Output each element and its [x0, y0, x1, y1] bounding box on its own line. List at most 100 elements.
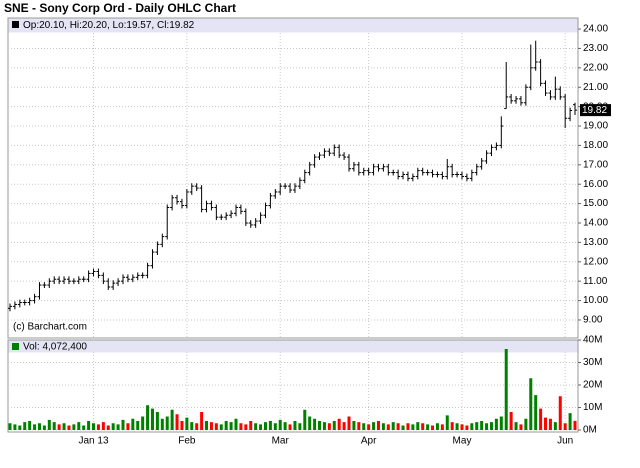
- volume-bar: [426, 424, 430, 430]
- volume-bar: [396, 423, 400, 430]
- volume-bar: [524, 418, 528, 430]
- volume-bar: [504, 349, 508, 430]
- volume-bar: [534, 395, 538, 430]
- y-tick-label: 10.00: [583, 295, 608, 306]
- volume-bar: [372, 422, 376, 430]
- volume-bar: [391, 422, 395, 430]
- legend-icon: [12, 343, 19, 350]
- x-tick-label: Jan 13: [79, 436, 109, 447]
- volume-bar: [160, 418, 164, 430]
- volume-bar: [28, 421, 32, 430]
- volume-bar: [47, 419, 51, 430]
- volume-bar: [440, 424, 444, 430]
- x-tick-label: Mar: [272, 436, 290, 447]
- price-header: [8, 18, 578, 33]
- volume-bar: [23, 422, 27, 430]
- volume-bar: [411, 424, 415, 430]
- y-tick-label: 0M: [583, 425, 597, 436]
- volume-bar: [362, 423, 366, 430]
- volume-bar: [509, 412, 513, 430]
- volume-bar: [318, 421, 322, 430]
- y-tick-label: 19.00: [583, 121, 608, 132]
- x-tick-label: Feb: [178, 436, 196, 447]
- volume-bar: [214, 423, 218, 430]
- volume-bar: [106, 425, 110, 430]
- volume-bar: [131, 418, 135, 430]
- volume-bar: [219, 424, 223, 430]
- y-tick-label: 14.00: [583, 218, 608, 229]
- volume-bar: [136, 421, 140, 430]
- volume-bar: [96, 424, 100, 430]
- volume-bar: [249, 421, 253, 430]
- volume-bar: [470, 423, 474, 430]
- volume-bar: [322, 422, 326, 430]
- volume-bar: [485, 423, 489, 430]
- volume-bar: [200, 412, 204, 430]
- legend-icon: [12, 21, 19, 28]
- volume-panel: [7, 339, 579, 433]
- volume-bar: [450, 422, 454, 430]
- volume-bar: [92, 423, 96, 430]
- volume-bar: [13, 424, 17, 430]
- volume-bar: [499, 416, 503, 430]
- volume-bar: [37, 423, 41, 430]
- y-tick-label: 9.00: [583, 315, 603, 326]
- volume-bar: [239, 423, 243, 430]
- y-tick-label: 24.00: [583, 24, 608, 35]
- volume-bar: [229, 422, 233, 430]
- volume-bar: [313, 418, 317, 430]
- price-legend: Op:20.10, Hi:20.20, Lo:19.57, Cl:19.82: [23, 20, 195, 31]
- volume-bar: [529, 378, 533, 430]
- volume-bar: [278, 419, 282, 430]
- chart-title: SNE - Sony Corp Ord - Daily OHLC Chart: [4, 1, 236, 15]
- y-tick-label: 11.00: [583, 276, 608, 287]
- volume-bar: [489, 422, 493, 430]
- volume-bar: [406, 423, 410, 430]
- volume-bar: [146, 405, 150, 430]
- volume-bar: [126, 423, 130, 430]
- y-tick-label: 17.00: [583, 159, 608, 170]
- volume-bar: [72, 424, 76, 430]
- x-tick-label: Apr: [361, 436, 377, 447]
- volume-bar: [435, 423, 439, 430]
- volume-bar: [82, 425, 86, 430]
- volume-bar: [298, 423, 302, 430]
- volume-bar: [480, 421, 484, 430]
- y-tick-label: 13.00: [583, 237, 608, 248]
- volume-bar: [548, 418, 552, 430]
- volume-bar: [67, 425, 71, 430]
- watermark: (c) Barchart.com: [13, 322, 87, 333]
- volume-bar: [337, 418, 341, 430]
- volume-bar: [465, 425, 469, 430]
- volume-bar: [519, 424, 523, 430]
- volume-bar: [563, 423, 567, 430]
- volume-bar: [342, 422, 346, 430]
- volume-bar: [352, 421, 356, 430]
- volume-bar: [116, 424, 120, 430]
- volume-bar: [155, 412, 159, 430]
- volume-bar: [263, 422, 267, 430]
- volume-bar: [170, 409, 174, 430]
- volume-bar: [460, 424, 464, 430]
- volume-bar: [455, 423, 459, 430]
- volume-bar: [268, 421, 272, 430]
- volume-bar: [244, 424, 248, 430]
- volume-bar: [150, 408, 154, 430]
- volume-bar: [514, 422, 518, 430]
- volume-bar: [111, 423, 115, 430]
- volume-bar: [332, 421, 336, 430]
- volume-bar: [347, 416, 351, 430]
- volume-header: [8, 340, 578, 353]
- volume-bar: [381, 423, 385, 430]
- x-tick-label: Jun: [557, 436, 573, 447]
- volume-bar: [180, 421, 184, 430]
- last-price-label: 19.82: [582, 105, 607, 116]
- volume-bar: [416, 422, 420, 430]
- volume-bar: [57, 424, 61, 430]
- volume-bar: [165, 416, 169, 430]
- volume-bar: [367, 424, 371, 430]
- volume-bar: [558, 396, 562, 430]
- volume-bar: [87, 421, 91, 430]
